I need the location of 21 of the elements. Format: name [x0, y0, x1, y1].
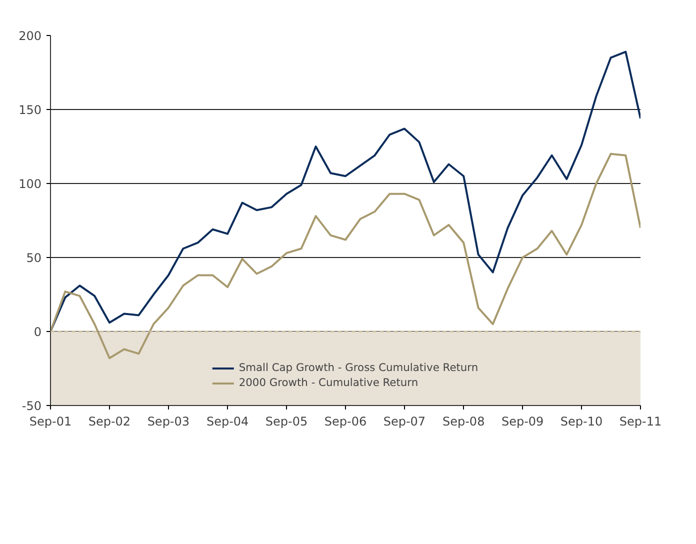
line-series — [50, 152, 640, 360]
y-tick-label: 0 — [34, 325, 42, 339]
x-tick-label: Sep-07 — [383, 414, 426, 428]
legend-label: Small Cap Growth - Gross Cumulative Return — [238, 361, 478, 374]
x-tick-label: Sep-09 — [501, 414, 544, 428]
line-series — [50, 50, 640, 332]
y-tick-label: 150 — [18, 103, 42, 117]
x-tick-label: Sep-03 — [147, 414, 190, 428]
legend-label: 2000 Growth - Cumulative Return — [238, 376, 418, 389]
x-tick-label: Sep-10 — [560, 414, 603, 428]
x-tick-label: Sep-01 — [29, 414, 72, 428]
y-tick-label: 50 — [26, 251, 42, 265]
x-tick-label: Sep-02 — [88, 414, 131, 428]
x-tick-label: Sep-08 — [442, 414, 485, 428]
x-tick-label: Sep-04 — [206, 414, 249, 428]
x-tick-label: Sep-11 — [619, 414, 662, 428]
y-tick-label: 200 — [18, 29, 42, 43]
x-tick-label: Sep-06 — [324, 414, 367, 428]
y-tick-label: -50 — [22, 399, 42, 413]
x-tick-label: Sep-05 — [265, 414, 308, 428]
y-tick-label: 100 — [18, 177, 42, 191]
